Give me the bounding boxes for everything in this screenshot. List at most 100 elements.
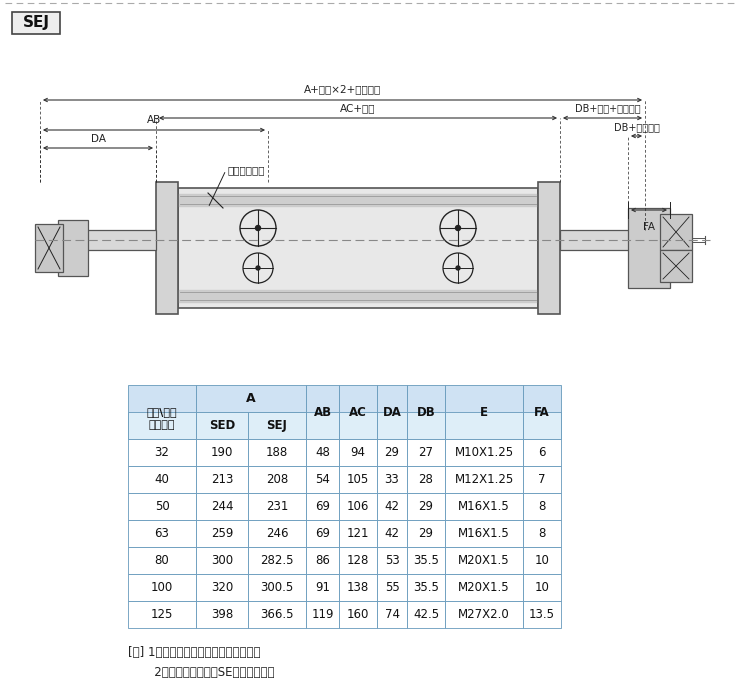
Text: 208: 208: [266, 473, 288, 486]
Bar: [128, 466, 196, 493]
Bar: [306, 574, 339, 601]
Bar: [560, 230, 640, 250]
Text: 53: 53: [385, 554, 400, 567]
Bar: [377, 601, 407, 628]
Bar: [196, 547, 248, 574]
Bar: [248, 412, 306, 439]
Bar: [339, 493, 377, 520]
Bar: [248, 547, 306, 574]
Text: 42: 42: [385, 527, 400, 540]
Text: 300.5: 300.5: [260, 581, 294, 594]
Bar: [377, 466, 407, 493]
Text: 91: 91: [315, 581, 330, 594]
Bar: [248, 574, 306, 601]
Bar: [538, 182, 560, 314]
Bar: [660, 214, 692, 250]
Text: 35.5: 35.5: [413, 581, 439, 594]
Text: 69: 69: [315, 500, 330, 513]
Bar: [196, 601, 248, 628]
Text: AB: AB: [147, 115, 161, 125]
Text: 10: 10: [534, 581, 549, 594]
Text: M20X1.5: M20X1.5: [458, 554, 510, 567]
Text: FA: FA: [534, 405, 550, 419]
Bar: [407, 601, 445, 628]
Bar: [523, 574, 561, 601]
Text: DA: DA: [90, 134, 106, 144]
Text: 138: 138: [347, 581, 369, 594]
Text: M16X1.5: M16X1.5: [458, 527, 510, 540]
Text: M12X1.25: M12X1.25: [454, 473, 514, 486]
Text: 86: 86: [315, 554, 330, 567]
Text: 缸径\符号: 缸径\符号: [147, 407, 178, 417]
Bar: [128, 493, 196, 520]
Bar: [445, 574, 523, 601]
Text: 29: 29: [385, 446, 400, 459]
Text: 50: 50: [155, 500, 169, 513]
Bar: [523, 439, 561, 466]
Bar: [178, 188, 538, 308]
Text: 231: 231: [266, 500, 288, 513]
Bar: [445, 547, 523, 574]
Text: 42.5: 42.5: [413, 608, 439, 621]
Bar: [339, 601, 377, 628]
Bar: [377, 385, 407, 439]
Text: AB: AB: [314, 405, 332, 419]
Text: SED: SED: [209, 419, 235, 432]
Text: 105: 105: [347, 473, 369, 486]
FancyBboxPatch shape: [12, 12, 60, 34]
Text: 128: 128: [347, 554, 369, 567]
Bar: [306, 520, 339, 547]
Bar: [196, 412, 248, 439]
Bar: [445, 601, 523, 628]
Bar: [306, 385, 339, 439]
Text: DA: DA: [383, 405, 401, 419]
Text: 366.5: 366.5: [260, 608, 294, 621]
Bar: [407, 466, 445, 493]
Text: 13.5: 13.5: [529, 608, 555, 621]
Text: 80: 80: [155, 554, 169, 567]
Text: M16X1.5: M16X1.5: [458, 500, 510, 513]
Text: DB+行程+调整行程: DB+行程+调整行程: [575, 103, 640, 113]
Circle shape: [256, 266, 260, 270]
Text: 398: 398: [211, 608, 233, 621]
Text: 244: 244: [211, 500, 233, 513]
Bar: [196, 574, 248, 601]
Text: 213: 213: [211, 473, 233, 486]
Bar: [128, 574, 196, 601]
Bar: [523, 493, 561, 520]
Bar: [660, 250, 692, 282]
Bar: [128, 439, 196, 466]
Text: DB: DB: [417, 405, 435, 419]
Bar: [196, 520, 248, 547]
Text: 106: 106: [347, 500, 369, 513]
Text: 246: 246: [266, 527, 289, 540]
Bar: [407, 493, 445, 520]
Text: 320: 320: [211, 581, 233, 594]
Bar: [628, 208, 670, 288]
Bar: [248, 520, 306, 547]
Text: 27: 27: [419, 446, 434, 459]
Bar: [407, 439, 445, 466]
Bar: [407, 412, 445, 439]
Bar: [445, 385, 523, 439]
Text: 40: 40: [155, 473, 169, 486]
Bar: [128, 520, 196, 547]
Text: M27X2.0: M27X2.0: [458, 608, 510, 621]
Bar: [445, 412, 523, 439]
Bar: [339, 574, 377, 601]
Bar: [523, 601, 561, 628]
Bar: [339, 520, 377, 547]
Text: DB+调整行程: DB+调整行程: [613, 122, 659, 132]
Bar: [306, 439, 339, 466]
Text: 2、未标注之尺寸与SE标准型相同。: 2、未标注之尺寸与SE标准型相同。: [128, 666, 275, 679]
Text: 8: 8: [538, 500, 545, 513]
Bar: [80, 230, 156, 250]
Text: 74: 74: [385, 608, 400, 621]
Text: 6: 6: [538, 446, 546, 459]
Bar: [445, 520, 523, 547]
Bar: [523, 385, 561, 439]
Bar: [407, 547, 445, 574]
Bar: [339, 439, 377, 466]
Text: 55: 55: [385, 581, 400, 594]
Text: E: E: [480, 405, 488, 419]
